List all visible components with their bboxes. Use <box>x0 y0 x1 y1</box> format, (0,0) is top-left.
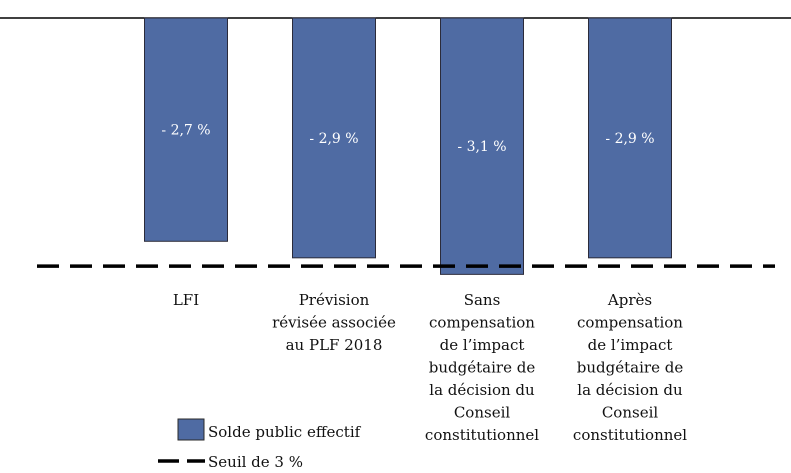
category-label-line: budgétaire de <box>577 359 684 377</box>
category-label-line: budgétaire de <box>429 359 536 377</box>
legend-label-seuil: Seuil de 3 % <box>208 453 303 471</box>
category-label-line: la décision du <box>577 381 683 399</box>
category-label-2: Sans compensation de l’impact budgétaire de… <box>425 291 539 444</box>
category-label-line: la décision du <box>429 381 535 399</box>
category-label-line: de l’impact <box>440 336 525 354</box>
legend: Solde public effectif Seuil de 3 % <box>158 418 362 471</box>
bar-0 <box>144 17 228 242</box>
category-label-line: constitutionnel <box>573 426 687 444</box>
category-label-line: Conseil <box>602 404 659 422</box>
bars-group: - 2,7 % - 2,9 % - 3,1 % - 2,9 % <box>144 17 672 275</box>
category-label-line: Conseil <box>454 404 511 422</box>
bar-3 <box>588 17 672 259</box>
category-label-line: constitutionnel <box>425 426 539 444</box>
bar-value-label-1: - 2,9 % <box>309 131 358 147</box>
legend-swatch-solde <box>177 418 205 441</box>
bar-value-label-0: - 2,7 % <box>161 123 210 139</box>
category-label-line: au PLF 2018 <box>286 336 383 354</box>
bar-value-label-2: - 3,1 % <box>457 139 506 155</box>
legend-label-solde: Solde public effectif <box>208 423 362 441</box>
category-label-line: LFI <box>173 291 199 309</box>
category-label-3: Après compensation de l’impact budgétaire d… <box>573 291 687 444</box>
category-label-line: compensation <box>577 314 683 332</box>
category-label-line: de l’impact <box>588 336 673 354</box>
category-label-0: LFI <box>173 291 199 309</box>
category-label-line: compensation <box>429 314 535 332</box>
category-label-line: Après <box>607 291 652 309</box>
category-label-1: Prévision révisée associée au PLF 2018 <box>272 291 396 354</box>
category-labels: LFI Prévision révisée associée au PLF 2018 S… <box>173 291 687 444</box>
bar-1 <box>292 17 376 259</box>
bar-value-label-3: - 2,9 % <box>605 131 654 147</box>
category-label-line: révisée associée <box>272 314 396 332</box>
category-label-line: Sans <box>464 291 501 309</box>
bar-2 <box>440 17 524 275</box>
category-label-line: Prévision <box>299 291 370 309</box>
